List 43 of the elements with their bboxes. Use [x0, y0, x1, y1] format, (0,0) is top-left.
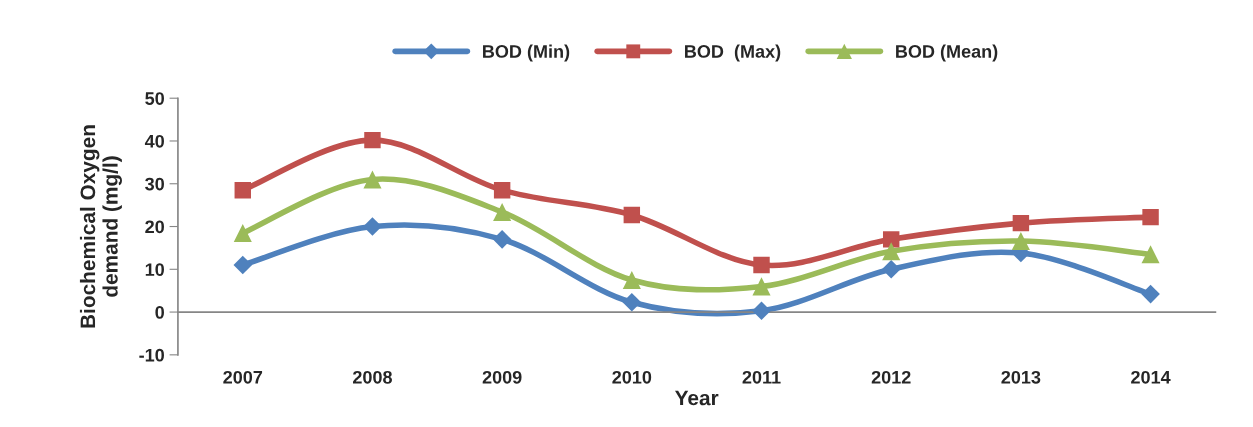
point — [882, 242, 901, 261]
point — [492, 230, 512, 249]
y-tick-label: 0 — [155, 306, 164, 319]
point — [234, 181, 251, 199]
point — [622, 292, 642, 312]
legend-label: BOD (Max) — [685, 44, 781, 62]
point — [1012, 214, 1030, 232]
point — [1141, 284, 1160, 304]
point — [881, 260, 901, 279]
point — [1141, 245, 1160, 264]
point — [752, 301, 771, 321]
point — [882, 231, 900, 248]
y-tick-label: 20 — [145, 220, 164, 234]
x-axis-title: Year — [675, 390, 719, 406]
x-tick-label: 2011 — [742, 370, 781, 384]
point — [493, 202, 512, 222]
point — [233, 223, 252, 242]
y-axis-title: Biochemical Oxygen demand (mg/l) — [79, 125, 122, 328]
x-tick-label: 2007 — [223, 370, 263, 384]
point — [363, 170, 382, 189]
legend-label: BOD (Min) — [483, 44, 570, 62]
point — [1142, 208, 1159, 226]
y-tick-label: 50 — [145, 92, 164, 105]
point — [493, 181, 511, 199]
point — [364, 131, 381, 149]
y-tick-label: 40 — [144, 134, 164, 148]
point — [752, 277, 771, 296]
point — [622, 270, 641, 290]
point — [753, 256, 770, 274]
legend-label: BOD (Mean) — [896, 44, 998, 62]
y-tick-label: -10 — [139, 348, 164, 362]
x-tick-label: 2013 — [1001, 370, 1041, 384]
y-tick-label: 30 — [145, 177, 164, 191]
point — [623, 206, 641, 224]
point — [363, 217, 382, 236]
y-tick-label: 10 — [145, 263, 164, 277]
point — [233, 255, 253, 275]
x-tick-label: 2009 — [482, 370, 522, 384]
x-tick-label: 2014 — [1131, 370, 1171, 384]
x-tick-label: 2012 — [871, 370, 911, 384]
x-tick-label: 2008 — [353, 370, 392, 384]
x-tick-label: 2010 — [612, 370, 652, 384]
point — [1011, 232, 1030, 251]
